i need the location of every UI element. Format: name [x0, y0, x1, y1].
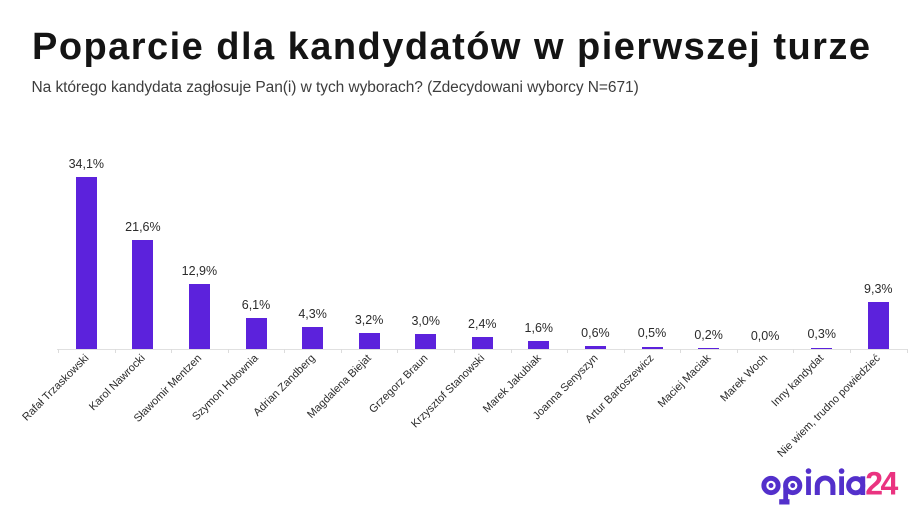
svg-text:24: 24	[865, 466, 898, 502]
